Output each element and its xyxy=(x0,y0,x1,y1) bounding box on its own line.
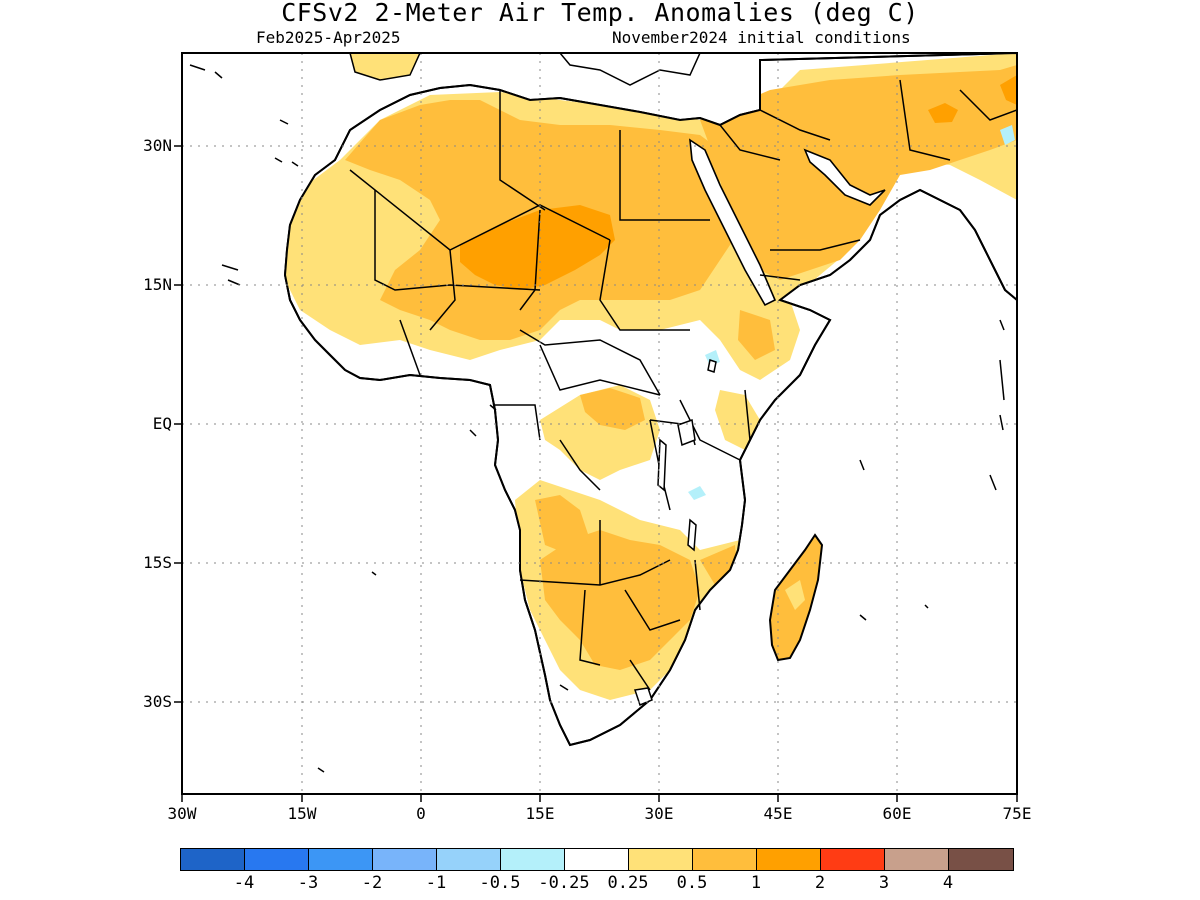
colorbar-swatch xyxy=(565,849,629,870)
lesotho xyxy=(634,687,653,707)
colorbar-label: -3 xyxy=(297,873,319,893)
lat-label: EQ xyxy=(152,414,172,433)
africa-coastline xyxy=(283,53,1017,747)
anomaly-zone-cool xyxy=(688,486,706,500)
colorbar xyxy=(180,848,1014,871)
colorbar-swatch xyxy=(437,849,501,870)
colorbar-label: -0.25 xyxy=(538,873,590,893)
lon-label: 15E xyxy=(525,804,555,823)
graticule xyxy=(182,53,1017,794)
colorbar-swatch xyxy=(693,849,757,870)
small-islands xyxy=(189,64,1005,773)
lat-label: 30S xyxy=(143,692,172,711)
colorbar-swatch xyxy=(373,849,437,870)
colorbar-label: 0.25 xyxy=(607,873,649,893)
anomaly-zone-moderate xyxy=(580,388,645,430)
colorbar-label: -1 xyxy=(425,873,447,893)
lon-label: 30W xyxy=(167,804,197,823)
colorbar-swatch xyxy=(757,849,821,870)
lon-label: 30E xyxy=(644,804,674,823)
anomaly-zone-strong xyxy=(928,103,958,123)
lon-label: 45E xyxy=(763,804,793,823)
colorbar-swatch xyxy=(245,849,309,870)
colorbar-label: -0.5 xyxy=(479,873,521,893)
colorbar-label: 3 xyxy=(878,873,890,893)
colorbar-swatch xyxy=(181,849,245,870)
colorbar-label: 1 xyxy=(750,873,762,893)
colorbar-label: -2 xyxy=(361,873,383,893)
colorbar-label: 4 xyxy=(942,873,954,893)
europe-coast xyxy=(349,53,421,81)
colorbar-label: -4 xyxy=(233,873,255,893)
tick-marks xyxy=(174,145,1018,802)
anomaly-zone-moderate xyxy=(738,310,775,360)
anomaly-zone-moderate xyxy=(535,495,590,555)
colorbar-swatch xyxy=(501,849,565,870)
anomaly-zone-cool xyxy=(1000,125,1015,145)
anomaly-zone-strong xyxy=(1000,75,1017,105)
colorbar-swatch xyxy=(309,849,373,870)
madagascar-light-zone xyxy=(785,580,805,610)
great-lakes xyxy=(657,359,717,552)
lon-label: 15W xyxy=(287,804,317,823)
country-borders xyxy=(349,79,1017,691)
lat-label: 15S xyxy=(143,553,172,572)
colorbar-swatch xyxy=(821,849,885,870)
lat-label: 30N xyxy=(143,136,172,155)
europe-coast xyxy=(559,53,701,86)
colorbar-swatch xyxy=(629,849,693,870)
colorbar-swatch xyxy=(885,849,949,870)
colorbar-label: 0.5 xyxy=(676,873,708,893)
lon-label: 75E xyxy=(1002,804,1032,823)
lon-label: 60E xyxy=(882,804,912,823)
lon-label: 0 xyxy=(416,804,426,823)
forecast-period: Feb2025-Apr2025 xyxy=(256,28,401,47)
lat-label: 15N xyxy=(143,275,172,294)
colorbar-swatch xyxy=(949,849,1013,870)
colorbar-label: 2 xyxy=(814,873,826,893)
red-sea-outline xyxy=(689,138,777,307)
persian-gulf-outline xyxy=(803,148,886,206)
initial-conditions-label: November2024 initial conditions xyxy=(612,28,911,47)
map-title: CFSv2 2-Meter Air Temp. Anomalies (deg C… xyxy=(281,0,919,27)
